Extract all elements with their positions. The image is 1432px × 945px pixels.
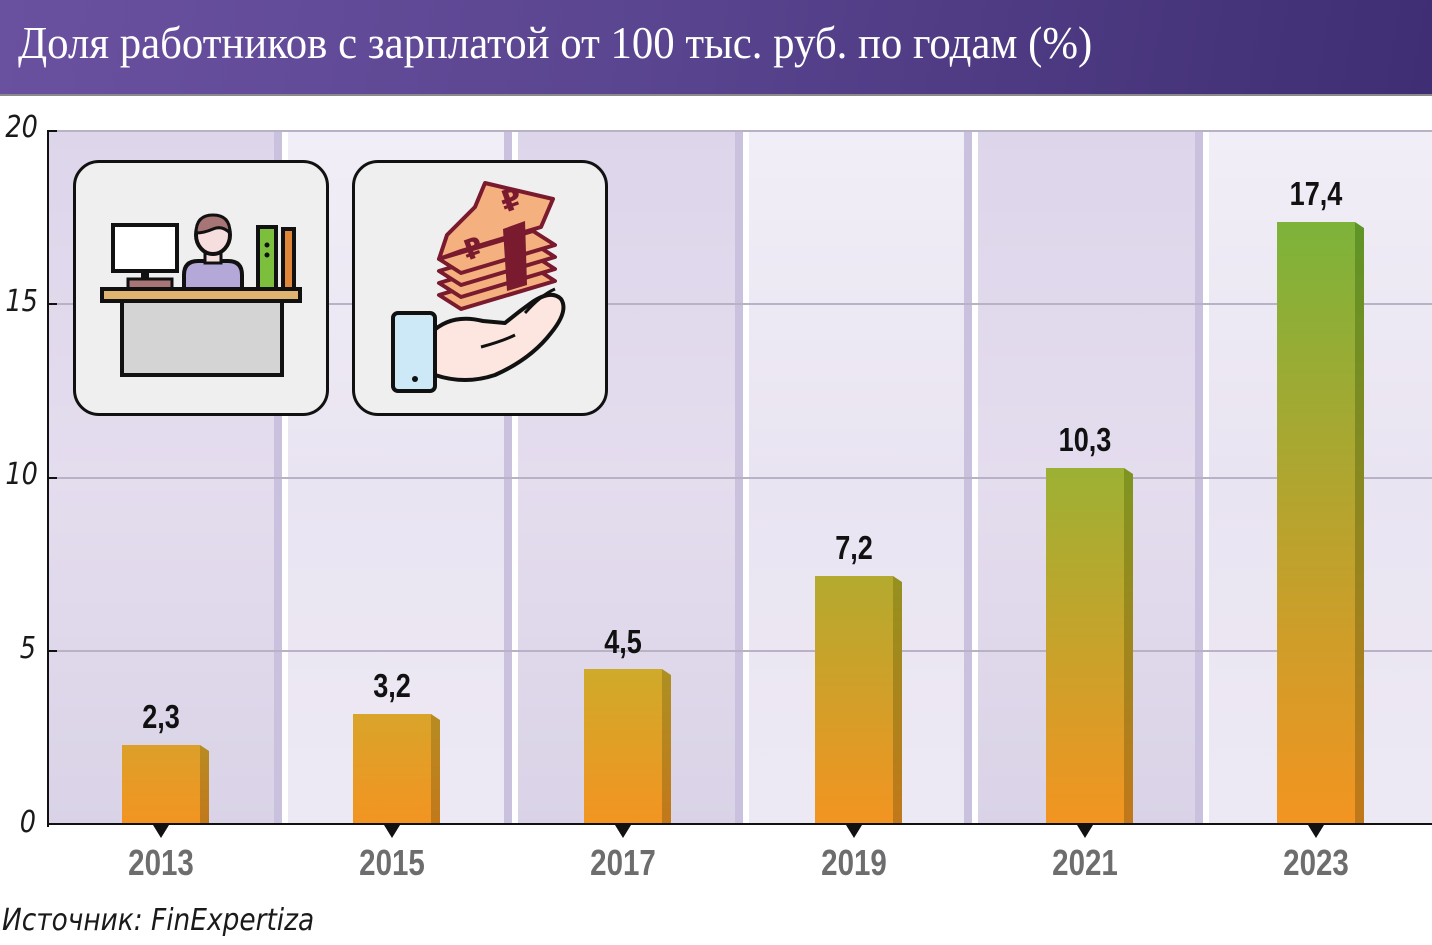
- y-tick-label-20: 20: [5, 110, 38, 145]
- bar-2015: [353, 714, 440, 825]
- x-marker-2015: [384, 825, 400, 838]
- x-label-2015: 2015: [359, 842, 425, 883]
- x-marker-2017: [615, 825, 631, 838]
- x-label-2019: 2019: [821, 842, 887, 883]
- hand-with-ruble-money-icon: ₽ ₽: [391, 180, 566, 393]
- x-label-2021: 2021: [1052, 842, 1118, 883]
- source-note: Источник: FinExpertiza: [2, 903, 315, 938]
- gridline-15: [57, 303, 1432, 305]
- bar-2021: [1046, 468, 1133, 825]
- y-tick-label-10: 10: [5, 457, 38, 492]
- value-label-2017: 4,5: [604, 623, 642, 660]
- bar-2023: [1277, 222, 1364, 825]
- y-tick-5: [47, 650, 57, 652]
- value-label-2023: 17,4: [1289, 175, 1343, 212]
- gridline-20: [57, 130, 1432, 132]
- x-marker-2019: [846, 825, 862, 838]
- office-worker-desk-icon: [100, 213, 302, 377]
- chart-title: Доля работников с зарплатой от 100 тыс. …: [18, 17, 1093, 68]
- y-tick-label-5: 5: [19, 631, 36, 666]
- x-label-2013: 2013: [128, 842, 194, 883]
- y-tick-label-0: 0: [19, 805, 36, 840]
- y-tick-20: [47, 130, 57, 132]
- x-marker-2023: [1308, 825, 1324, 838]
- x-label-2017: 2017: [590, 842, 656, 883]
- salary-money-icon-card: ₽ ₽: [352, 160, 608, 416]
- y-tick-15: [47, 303, 57, 305]
- x-axis: [47, 823, 1432, 825]
- gridline-10: [57, 477, 1432, 479]
- gridline-5: [57, 650, 1432, 652]
- office-worker-icon-card: [73, 160, 329, 416]
- value-label-2021: 10,3: [1058, 421, 1112, 458]
- x-marker-2013: [153, 825, 169, 838]
- y-tick-label-15: 15: [5, 284, 38, 319]
- y-tick-10: [47, 477, 57, 479]
- bar-2019: [815, 576, 902, 825]
- bar-2013: [122, 745, 209, 825]
- chart-header: Доля работников с зарплатой от 100 тыс. …: [0, 0, 1432, 96]
- value-label-2015: 3,2: [373, 667, 411, 704]
- value-label-2013: 2,3: [142, 698, 180, 735]
- x-marker-2021: [1077, 825, 1093, 838]
- x-label-2023: 2023: [1283, 842, 1349, 883]
- value-label-2019: 7,2: [835, 529, 873, 566]
- bar-2017: [584, 669, 671, 825]
